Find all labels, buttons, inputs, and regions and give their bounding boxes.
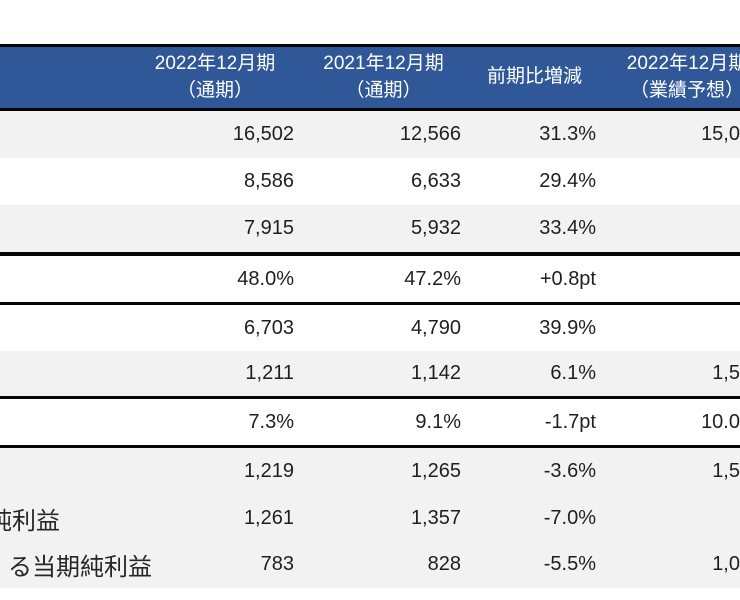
row-label-attributable-net-income-clipped: る当期純利益: [8, 554, 152, 581]
value-fy2021: 6,633: [410, 170, 461, 192]
value-forecast: 10.0: [701, 410, 740, 433]
value-fy2022: 1,211: [245, 362, 294, 384]
value-fy2021: 47.2%: [404, 267, 461, 290]
value-yoy: -5.5%: [543, 553, 596, 575]
row-label: [0, 458, 130, 486]
header-fy2022-full-year: 2022年12月期 （通期）: [130, 51, 300, 103]
table-row: 1,219 1,265 -3.6% 1,5: [0, 448, 740, 495]
value-fy2022: 16,502: [232, 123, 294, 145]
row-label-net-income-clipped: 純利益: [0, 507, 60, 535]
table-row: 7.3% 9.1% -1.7pt 10.0: [0, 399, 740, 448]
table-row: 6,703 4,790 39.9%: [0, 305, 740, 351]
value-yoy: -1.7pt: [544, 410, 596, 433]
financial-results-table: 2022年12月期 （通期） 2021年12月期 （通期） 前期比増減 2022…: [0, 44, 740, 588]
value-fy2021: 9.1%: [415, 410, 461, 433]
value-fy2022: 1,219: [243, 460, 294, 482]
value-yoy: 39.9%: [539, 316, 596, 339]
table-row: 16,502 12,566 31.3% 15,0: [0, 111, 740, 158]
value-fy2021: 5,932: [410, 217, 461, 239]
value-fy2021: 12,566: [399, 123, 461, 145]
value-fy2022: 7,915: [243, 217, 294, 239]
table-row: 48.0% 47.2% +0.8pt: [0, 256, 740, 305]
value-fy2021: 1,357: [410, 506, 461, 529]
value-fy2022: 6,703: [243, 316, 294, 339]
row-label: [0, 408, 130, 436]
header-yoy-change: 前期比増減: [467, 64, 602, 90]
value-yoy: 31.3%: [539, 123, 596, 145]
header-fy2022-forecast: 2022年12月期 （業績予想）: [602, 51, 740, 103]
table-header-row: 2022年12月期 （通期） 2021年12月期 （通期） 前期比増減 2022…: [0, 44, 740, 111]
value-fy2022: 783: [260, 553, 294, 575]
row-label: [0, 265, 130, 293]
value-yoy: -3.6%: [543, 460, 596, 482]
row-label: [0, 215, 130, 243]
value-yoy: 6.1%: [550, 362, 596, 384]
value-yoy: 29.4%: [539, 170, 596, 192]
row-label: [0, 168, 130, 196]
value-fy2022: 48.0%: [237, 267, 294, 290]
header-line2: （通期）: [176, 79, 253, 101]
value-fy2021: 4,790: [410, 316, 461, 339]
value-forecast: 1,0: [712, 553, 740, 575]
header-line1: 2021年12月期: [323, 53, 444, 75]
header-fy2021-full-year: 2021年12月期 （通期）: [300, 51, 467, 103]
value-fy2021: 1,142: [410, 362, 461, 384]
table-row: る当期純利益 783 828 -5.5% 1,0: [0, 541, 740, 588]
table-row: 1,211 1,142 6.1% 1,5: [0, 351, 740, 399]
value-yoy: +0.8pt: [539, 267, 596, 290]
value-fy2021: 828: [427, 553, 461, 575]
value-yoy: -7.0%: [543, 506, 596, 529]
value-forecast: 15,0: [701, 123, 740, 145]
table-row: 8,586 6,633 29.4%: [0, 158, 740, 205]
value-yoy: 33.4%: [539, 217, 596, 239]
value-fy2022: 7.3%: [248, 410, 294, 433]
header-line2: （業績予想）: [629, 79, 740, 101]
row-label: [0, 314, 130, 342]
row-label: [0, 360, 130, 388]
value-forecast: 1,5: [712, 362, 740, 384]
value-fy2022: 8,586: [243, 170, 294, 192]
table-row: 7,915 5,932 33.4%: [0, 205, 740, 256]
value-fy2022: 1,261: [243, 506, 294, 529]
row-label: [0, 121, 130, 149]
table-row: 純利益 1,261 1,357 -7.0%: [0, 495, 740, 541]
header-line1: 2022年12月期: [154, 53, 276, 75]
header-line2: （通期）: [345, 79, 422, 101]
header-line1: 2022年12月期: [626, 53, 740, 75]
value-forecast: 1,5: [712, 460, 740, 482]
value-fy2021: 1,265: [410, 460, 461, 482]
header-line1: 前期比増減: [486, 66, 582, 88]
